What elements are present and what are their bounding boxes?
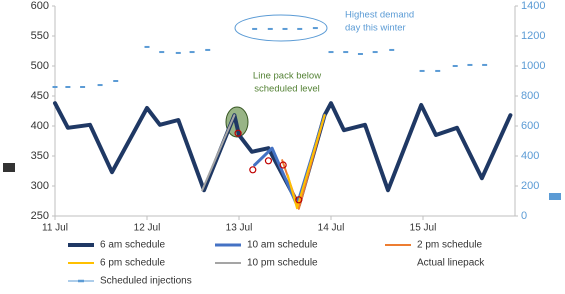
x-tick-label: 15 Jul (410, 223, 437, 234)
data-point (279, 161, 287, 169)
legend-label: 10 pm schedule (247, 258, 318, 269)
y-tick-label: 600 (31, 0, 49, 12)
y-tick-label: 350 (31, 150, 49, 162)
y2-tick-label: 1400 (521, 0, 545, 12)
data-point (264, 157, 273, 165)
series-line (286, 114, 326, 210)
annotation: scheduled level (254, 84, 320, 95)
x-tick-label: 14 Jul (318, 223, 345, 234)
data-point (234, 129, 242, 137)
y-tick-label: 550 (31, 30, 49, 42)
x-tick-label: 12 Jul (134, 223, 161, 234)
axis-icon (3, 163, 15, 172)
series-line (281, 114, 326, 210)
y-tick-label: 500 (31, 60, 49, 72)
legend-label: 2 pm schedule (417, 240, 482, 251)
data-point (249, 166, 257, 174)
legend-label: Actual linepack (417, 258, 485, 269)
x-tick-label: 13 Jul (226, 223, 253, 234)
y2-tick-label: 400 (521, 150, 539, 162)
annotation: day this winter (345, 23, 406, 34)
annotation: Line pack below (253, 71, 321, 82)
axis-icon (549, 193, 561, 200)
series-line (53, 101, 513, 208)
legend-label: 10 am schedule (247, 240, 318, 251)
y-tick-label: 250 (31, 210, 49, 222)
annotation: Highest demand (345, 10, 414, 21)
y-tick-label: 400 (31, 120, 49, 132)
highlight-ellipse (234, 14, 328, 42)
x-tick-label: 11 Jul (42, 223, 68, 234)
y2-tick-label: 200 (521, 180, 539, 192)
legend-label: 6 am schedule (100, 240, 165, 251)
y2-tick-label: 800 (521, 90, 539, 102)
legend-label: 6 pm schedule (100, 258, 165, 269)
y2-tick-label: 1200 (521, 30, 545, 42)
y2-tick-label: 600 (521, 120, 539, 132)
legend-label: Scheduled injections (100, 276, 192, 287)
y-tick-label: 300 (31, 180, 49, 192)
y-tick-label: 450 (31, 90, 49, 102)
data-point (295, 196, 303, 204)
y2-tick-label: 1000 (521, 60, 545, 72)
y2-tick-label: 0 (521, 210, 527, 222)
